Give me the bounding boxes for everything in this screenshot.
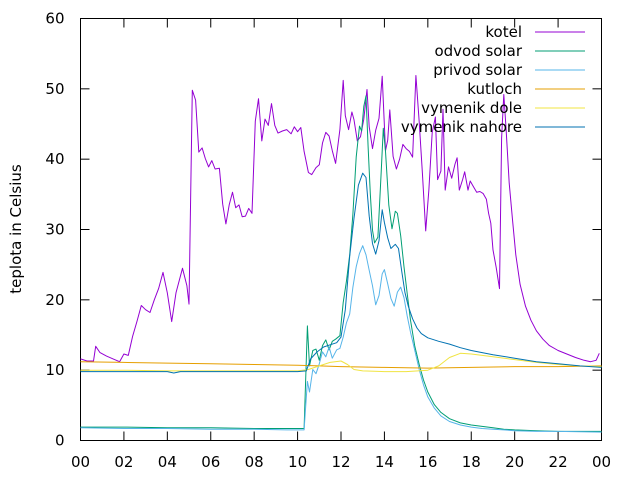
y-tick-label: 40 (45, 150, 64, 168)
y-tick-label: 60 (45, 10, 64, 28)
series-line-kotel (80, 75, 600, 363)
series-lines (80, 75, 602, 433)
x-tick-label: 00 (592, 453, 611, 471)
x-tick-label: 06 (201, 453, 220, 471)
series-line-odvod-solar (80, 95, 602, 432)
y-tick-label: 10 (45, 361, 64, 379)
x-tick-label: 18 (462, 453, 481, 471)
series-line-vymenik-nahore (80, 172, 602, 374)
y-tick-label: 50 (45, 80, 64, 98)
x-tick-label: 00 (71, 453, 90, 471)
legend-label: vymenik nahore (401, 118, 522, 136)
x-tick-label: 02 (114, 453, 133, 471)
legend-label: kutloch (467, 80, 522, 98)
x-tick-label: 14 (375, 453, 394, 471)
legend-label: kotel (485, 23, 522, 41)
x-tick-label: 10 (288, 453, 307, 471)
x-tick-label: 16 (418, 453, 437, 471)
y-tick-label: 0 (55, 432, 65, 450)
series-line-privod-solar (80, 245, 602, 433)
legend-label: odvod solar (434, 42, 522, 60)
series-line-vymenik-dole (80, 352, 602, 373)
x-tick-label: 22 (549, 453, 568, 471)
y-tick-label: 30 (45, 221, 64, 239)
x-tick-label: 04 (158, 453, 177, 471)
x-tick-label: 08 (245, 453, 264, 471)
legend-label: vymenik dole (421, 99, 522, 117)
y-axis-ticks: 0 10 20 30 40 50 60 (45, 10, 602, 450)
series-line-kutloch (80, 361, 602, 369)
y-tick-label: 20 (45, 291, 64, 309)
x-tick-label: 20 (505, 453, 524, 471)
x-tick-label: 12 (331, 453, 350, 471)
plot-frame (80, 18, 602, 441)
y-axis-label: teplota in Celsius (7, 164, 25, 294)
x-axis-ticks: 00 02 04 06 08 10 12 14 16 18 20 22 00 (71, 18, 611, 471)
legend-label: privod solar (433, 61, 523, 79)
